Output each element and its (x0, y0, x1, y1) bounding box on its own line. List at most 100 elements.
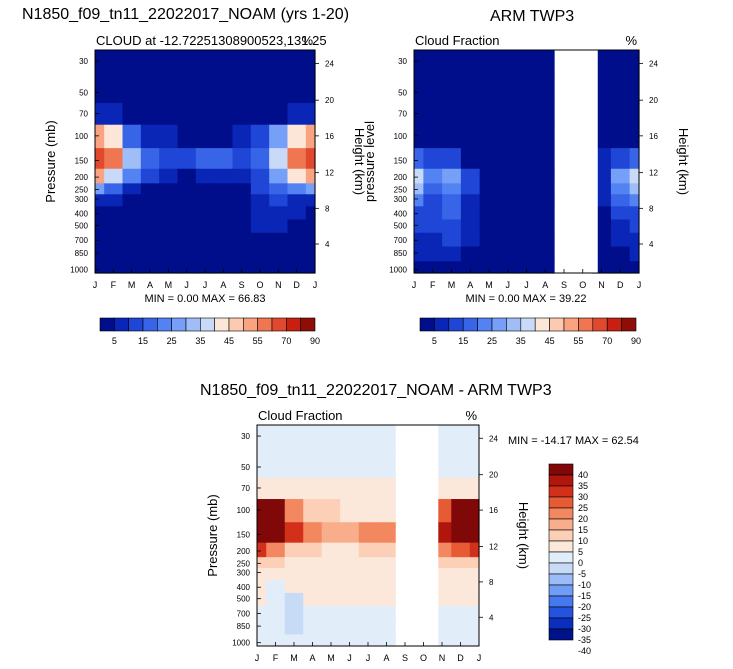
heatmap-cell (140, 50, 160, 78)
x-tick-label: O (420, 653, 427, 663)
colorbar-label: -15 (578, 591, 591, 601)
y-tick-label: 500 (394, 221, 408, 230)
y-tick-label: 150 (237, 530, 251, 539)
heatmap-cell (195, 76, 215, 104)
heatmap-cell (257, 567, 267, 581)
x-tick-label: F (273, 653, 279, 663)
colorbar-label: 35 (516, 336, 526, 346)
heatmap-cell (358, 542, 378, 558)
y-tick-label: 50 (398, 88, 407, 97)
heatmap-cell (122, 102, 142, 126)
colorbar-label: 25 (167, 336, 177, 346)
height-tick-label: 24 (649, 59, 658, 68)
colorbar-swatch (548, 540, 574, 553)
heatmap-cell (377, 425, 397, 453)
heatmap-cell (177, 183, 197, 195)
colorbar-swatch (171, 317, 187, 332)
y-axis-label-right: Height (km) (352, 128, 367, 195)
units-label: % (465, 408, 477, 423)
heatmap-cell (629, 246, 640, 262)
heatmap-cell (284, 579, 304, 594)
x-tick-label: D (617, 280, 624, 290)
heatmap-cell (177, 148, 197, 170)
heatmap-cell (414, 194, 424, 207)
heatmap-cell (159, 246, 179, 262)
heatmap-cell (442, 219, 462, 234)
heatmap-cell (451, 542, 471, 558)
heatmap-cell (358, 592, 378, 607)
y-axis-label-right: Height (km) (516, 502, 531, 569)
heatmap-cell (232, 219, 252, 234)
colorbar-swatch (243, 317, 258, 332)
heatmap-cell (610, 206, 631, 221)
heatmap-cell (340, 619, 360, 635)
heatmap-cell (305, 124, 316, 149)
y-tick-label: 300 (75, 195, 89, 204)
heatmap-cell (423, 246, 443, 262)
heatmap-cell (358, 499, 378, 523)
x-tick-label: J (524, 280, 529, 290)
heatmap-cell (95, 246, 105, 262)
heatmap-cell (284, 499, 304, 523)
x-tick-label: J (184, 280, 189, 290)
colorbar-label: 35 (195, 336, 205, 346)
heatmap-cell (303, 451, 323, 479)
heatmap-cell (177, 124, 197, 149)
heatmap-cell (358, 425, 378, 453)
heatmap-cell (414, 102, 424, 126)
x-tick-label: J (637, 280, 642, 290)
right-min-max: MIN = 0.00 MAX = 39.22 (465, 293, 586, 305)
heatmap-cell (460, 148, 481, 170)
x-tick-label: J (93, 280, 98, 290)
heatmap-cell (340, 499, 360, 523)
colorbar-label: 70 (281, 336, 291, 346)
x-tick-label: A (220, 280, 226, 290)
heatmap-cell (269, 148, 289, 170)
colorbar-swatch (114, 317, 129, 332)
x-tick-label: F (111, 280, 117, 290)
heatmap-cell (159, 194, 179, 207)
heatmap-cell (469, 634, 480, 647)
heatmap-cell (214, 183, 234, 195)
height-tick-label: 12 (489, 543, 498, 552)
heatmap-cell (423, 232, 443, 248)
colorbar-swatch (592, 317, 608, 332)
heatmap-cell (629, 124, 640, 149)
heatmap-cell (423, 261, 443, 274)
heatmap-cell (159, 148, 179, 170)
heatmap-cell (377, 567, 397, 581)
colorbar-swatch (578, 317, 594, 332)
right-colorbar: 5 15 25 35 45 55 70 90 (419, 317, 641, 346)
heatmap-cell (517, 232, 537, 248)
units-label: % (301, 33, 313, 48)
heatmap-cell (104, 232, 124, 248)
colorbar-swatch (491, 317, 507, 332)
heatmap-cell (377, 477, 397, 500)
y-tick-label: 200 (237, 547, 251, 556)
heatmap-cell (284, 542, 304, 558)
colorbar-swatch (548, 485, 574, 498)
heatmap-cell (104, 183, 124, 195)
heatmap-cell (629, 206, 640, 221)
x-tick-label: M (128, 280, 136, 290)
heatmap-cell (340, 425, 360, 453)
heatmap-cell (610, 148, 631, 170)
x-tick-label: N (275, 280, 282, 290)
height-tick-label: 16 (325, 132, 334, 141)
heatmap-cell (122, 183, 142, 195)
y-tick-label: 250 (237, 559, 251, 568)
left-colorbar: 5 15 25 35 45 55 70 90 (99, 317, 320, 346)
heatmap-cell (140, 261, 160, 274)
colorbar-label: 55 (573, 336, 583, 346)
heatmap-cell (95, 183, 105, 195)
heatmap-cell (104, 102, 124, 126)
heatmap-cell (140, 194, 160, 207)
y-tick-label: 100 (394, 132, 408, 141)
heatmap-cell (177, 76, 197, 104)
heatmap-cell (321, 606, 341, 621)
heatmap-cell (257, 592, 267, 607)
heatmap-cell (287, 124, 307, 149)
left-chart-title: N1850_f09_tn11_22022017_NOAM (yrs 1-20) (22, 6, 350, 23)
height-tick-label: 20 (649, 96, 658, 105)
heatmap-cell (423, 50, 443, 78)
